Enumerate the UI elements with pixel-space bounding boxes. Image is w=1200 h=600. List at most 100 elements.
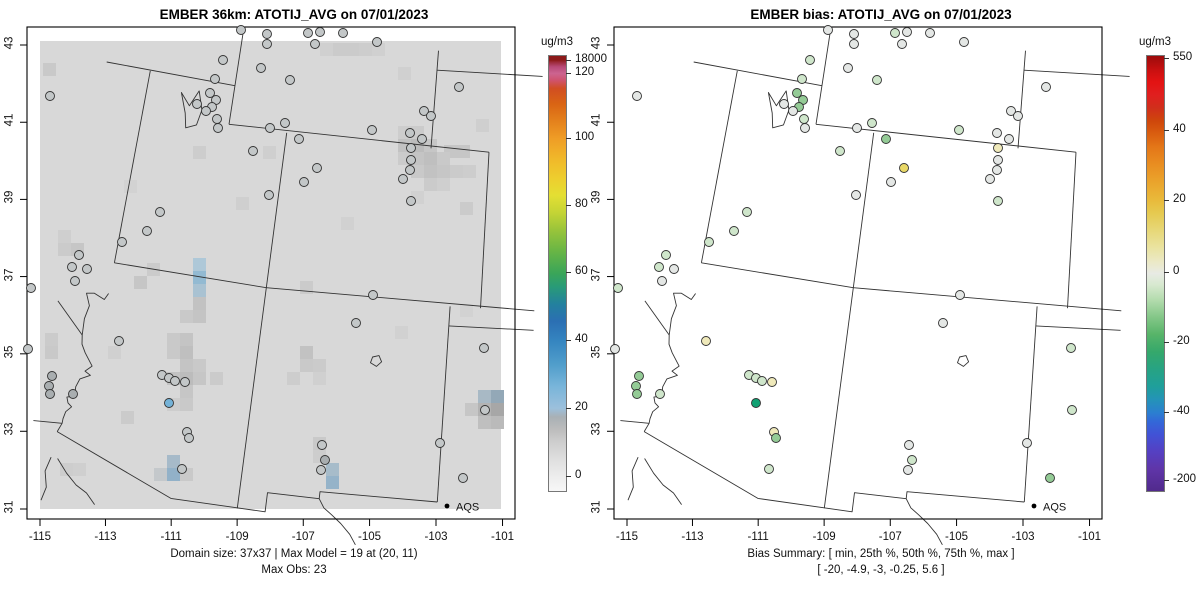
y-axis-tick-label: 41 (3, 113, 16, 127)
colorbar-tick-mark (566, 205, 571, 207)
aqs-obs-dot (248, 146, 258, 156)
aqs-obs-dot (117, 237, 127, 247)
colorbar-tick-label: 120 (575, 66, 595, 78)
aqs-obs-dot (881, 134, 891, 144)
state-border-line (436, 69, 543, 77)
y-axis-tick-label: 39 (590, 190, 603, 204)
aqs-obs-dot (872, 75, 882, 85)
state-border-line (905, 491, 1025, 503)
aqs-obs-dot (849, 39, 859, 49)
colorbar-tick-label: 80 (575, 198, 588, 210)
y-axis-tick-label: 33 (590, 422, 603, 436)
colorbar-tick-label: 40 (575, 333, 588, 345)
raster-cell (180, 346, 193, 359)
aqs-obs-dot (704, 237, 714, 247)
raster-cell (193, 146, 206, 159)
raster-cell (424, 152, 437, 165)
aqs-obs-dot (1045, 473, 1055, 483)
aqs-obs-dot (779, 99, 789, 109)
raster-cell (180, 310, 193, 323)
aqs-legend-label: AQS (456, 502, 479, 514)
raster-cell (236, 197, 249, 210)
aqs-obs-dot (264, 190, 274, 200)
aqs-obs-dot (993, 155, 1003, 165)
aqs-obs-dot (792, 88, 802, 98)
raster-cell (346, 43, 359, 56)
aqs-obs-dot (458, 473, 468, 483)
raster-cell (476, 119, 489, 132)
state-border-line (1067, 152, 1077, 309)
aqs-obs-dot (265, 123, 275, 133)
aqs-obs-dot (285, 75, 295, 85)
raster-cell (45, 346, 58, 359)
aqs-obs-dot (23, 344, 33, 354)
colorbar-tick-label: 18000 (575, 53, 607, 65)
colorbar-tick-label: -40 (1173, 405, 1190, 417)
aqs-obs-dot (925, 28, 935, 38)
aqs-obs-dot (398, 174, 408, 184)
aqs-obs-dot (903, 465, 913, 475)
raster-cell (491, 390, 504, 403)
aqs-obs-dot (82, 264, 92, 274)
aqs-obs-dot (338, 28, 348, 38)
state-border-line (114, 262, 267, 289)
colorbar-tick-mark (566, 138, 571, 140)
aqs-obs-dot (843, 63, 853, 73)
aqs-obs-dot (317, 440, 327, 450)
raster-cell (167, 468, 180, 481)
aqs-obs-dot (729, 226, 739, 236)
state-border-line (56, 431, 320, 513)
aqs-obs-dot (210, 74, 220, 84)
raster-cell (58, 230, 71, 243)
colorbar-tick-mark (1164, 412, 1169, 414)
state-border-line (236, 132, 288, 509)
raster-cell (73, 463, 86, 476)
aqs-obs-dot (669, 264, 679, 274)
raster-cell (134, 276, 147, 289)
model-raster-base (40, 41, 501, 509)
aqs-obs-dot (45, 389, 55, 399)
raster-cell (193, 258, 206, 271)
left-colorbar (548, 55, 567, 492)
raster-cell (437, 165, 450, 178)
x-axis-tick-label: -109 (812, 531, 836, 543)
lake-outline (370, 355, 383, 367)
raster-cell (491, 416, 504, 429)
state-border-line (480, 152, 490, 309)
aqs-obs-dot (1066, 343, 1076, 353)
raster-cell (341, 217, 354, 230)
raster-cell (460, 202, 473, 215)
aqs-obs-dot (764, 464, 774, 474)
aqs-obs-dot (192, 99, 202, 109)
plot-box (26, 26, 516, 520)
raster-cell (121, 411, 134, 424)
colorbar-tick-mark (1164, 58, 1169, 60)
aqs-obs-dot (886, 177, 896, 187)
raster-cell (398, 67, 411, 80)
raster-cell (287, 372, 300, 385)
aqs-obs-dot (904, 440, 914, 450)
aqs-obs-dot (184, 433, 194, 443)
aqs-legend-label: AQS (1043, 502, 1066, 514)
raster-cell (180, 398, 193, 411)
colorbar-tick-label: -20 (1173, 335, 1190, 347)
raster-cell (167, 346, 180, 359)
state-border-line (700, 70, 738, 263)
aqs-obs-dot (426, 111, 436, 121)
aqs-obs-dot (303, 28, 313, 38)
aqs-obs-dot (992, 128, 1002, 138)
aqs-obs-dot (419, 106, 429, 116)
aqs-obs-dot (114, 336, 124, 346)
aqs-obs-dot (294, 134, 304, 144)
aqs-obs-dot (155, 207, 165, 217)
left-panel-title: EMBER 36km: ATOTIJ_AVG on 07/01/2023 (159, 7, 429, 22)
aqs-obs-dot (372, 37, 382, 47)
aqs-obs-dot (205, 88, 215, 98)
raster-cell (424, 178, 437, 191)
right-map-panel: AQS (607, 25, 1130, 546)
x-axis-tick-label: -105 (358, 531, 382, 543)
y-axis-tick-label: 43 (590, 36, 603, 50)
raster-cell (313, 359, 326, 372)
state-border-line (436, 306, 451, 503)
